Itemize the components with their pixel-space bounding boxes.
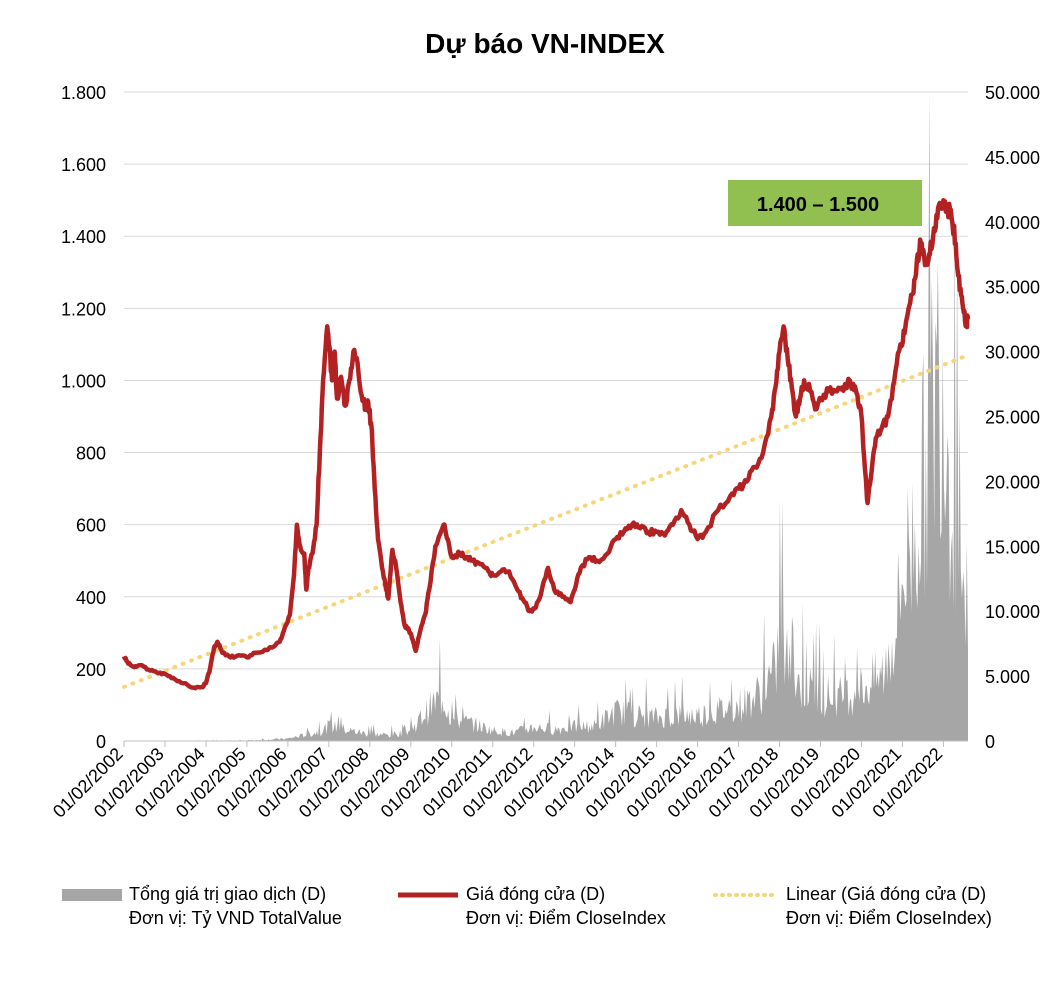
right-tick-label-5: 25.000 <box>985 408 1040 428</box>
legend-entry-linear: Linear (Giá đóng cửa (D) Đơn vị: Điểm Cl… <box>713 884 992 928</box>
linear-trend-line <box>122 353 970 689</box>
left-tick-label-8: 1.600 <box>61 155 106 175</box>
left-tick-label-3: 600 <box>76 516 106 536</box>
left-tick-label-4: 800 <box>76 444 106 464</box>
left-tick-label-2: 400 <box>76 588 106 608</box>
forecast-annotation: 1.400 – 1.500 <box>728 180 922 226</box>
gridlines <box>124 91 968 670</box>
right-tick-label-6: 30.000 <box>985 343 1040 363</box>
close-index-series <box>121 197 971 691</box>
right-tick-label-9: 45.000 <box>985 148 1040 168</box>
left-tick-label-0: 0 <box>96 732 106 752</box>
legend-entry-price: Giá đóng cửa (D) Đơn vị: Điểm CloseIndex <box>398 884 666 928</box>
forecast-text: 1.400 – 1.500 <box>757 194 879 216</box>
x-axis-ticks: 01/02/200201/02/200301/02/200401/02/2005… <box>49 741 946 822</box>
right-tick-label-7: 35.000 <box>985 278 1040 298</box>
legend-entry-volume: Tổng giá trị giao dịch (D) Đơn vị: Tỷ VN… <box>62 884 342 928</box>
legend-swatch-volume <box>62 889 122 901</box>
right-tick-label-1: 5.000 <box>985 667 1030 687</box>
right-tick-label-8: 40.000 <box>985 213 1040 233</box>
left-axis-ticks: 0 200 400 600 800 1.000 1.200 1.400 1.600 1.800 <box>61 83 106 752</box>
left-tick-label-6: 1.200 <box>61 299 106 319</box>
legend-linear-line2: Đơn vị: Điểm CloseIndex) <box>786 908 992 928</box>
left-tick-label-1: 200 <box>76 660 106 680</box>
left-tick-label-9: 1.800 <box>61 83 106 103</box>
linear-trend-series <box>122 353 970 689</box>
right-tick-label-4: 20.000 <box>985 472 1040 492</box>
close-index-line <box>121 197 971 691</box>
left-tick-label-5: 1.000 <box>61 371 106 391</box>
right-tick-label-10: 50.000 <box>985 83 1040 103</box>
right-axis-ticks: 0 5.000 10.000 15.000 20.000 25.000 30.000 35.0… <box>985 83 1040 752</box>
right-tick-label-0: 0 <box>985 732 995 752</box>
legend: Tổng giá trị giao dịch (D) Đơn vị: Tỷ VN… <box>62 884 992 928</box>
forecast-box <box>728 180 922 226</box>
legend-price-line1: Giá đóng cửa (D) <box>466 884 605 904</box>
right-tick-label-2: 10.000 <box>985 602 1040 622</box>
legend-volume-line2: Đơn vị: Tỷ VND TotalValue <box>129 908 342 928</box>
legend-price-line2: Đơn vị: Điểm CloseIndex <box>466 908 666 928</box>
right-tick-label-3: 15.000 <box>985 537 1040 557</box>
legend-volume-line1: Tổng giá trị giao dịch (D) <box>129 884 326 904</box>
chart-title: Dự báo VN-INDEX <box>425 28 665 59</box>
left-tick-label-7: 1.400 <box>61 227 106 247</box>
legend-linear-line1: Linear (Giá đóng cửa (D) <box>786 884 986 904</box>
